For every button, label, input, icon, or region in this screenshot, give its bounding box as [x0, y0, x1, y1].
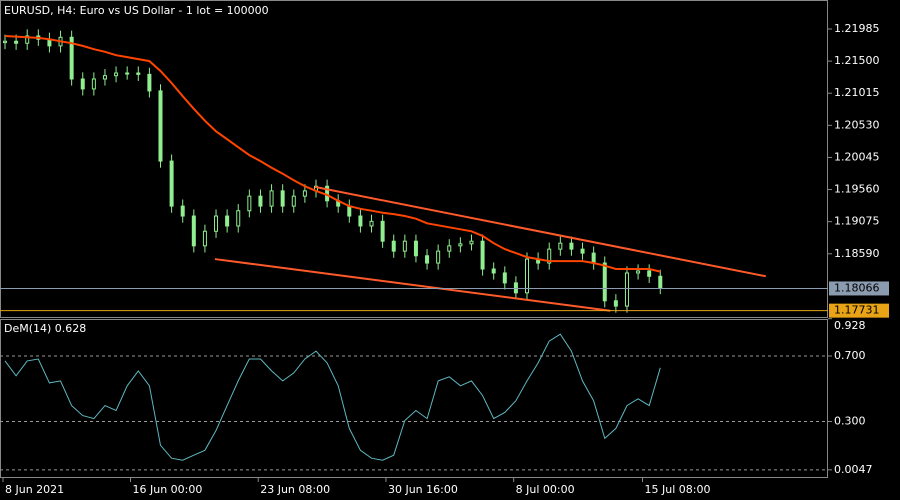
- candle-body: [658, 275, 663, 289]
- candle-body: [302, 190, 307, 197]
- candle-body: [180, 205, 185, 217]
- y-tick-label: 0.928: [834, 319, 866, 332]
- candle-body: [569, 242, 574, 250]
- candle-body: [380, 220, 385, 242]
- x-tick-label: 8 Jun 2021: [5, 483, 64, 496]
- candle-body: [80, 78, 85, 90]
- candle-body: [102, 75, 107, 80]
- y-tick-label: 0.300: [834, 415, 866, 428]
- candle-body: [502, 272, 507, 284]
- candle-body: [202, 230, 207, 247]
- candle-body: [136, 72, 141, 75]
- candle-body: [402, 240, 407, 252]
- trendline: [214, 258, 611, 312]
- y-tick-label: 1.20045: [834, 150, 880, 163]
- x-tick-label: 15 Jul 08:00: [645, 483, 711, 496]
- y-tick-label: 1.19075: [834, 215, 880, 228]
- candle-body: [413, 240, 418, 257]
- candle-body: [125, 72, 130, 75]
- candle-body: [69, 36, 74, 80]
- candle-body: [491, 268, 496, 274]
- candle-body: [469, 240, 474, 245]
- x-tick-label: 30 Jun 16:00: [388, 483, 458, 496]
- candle-body: [513, 282, 518, 294]
- candle-body: [14, 40, 19, 44]
- candle-body: [391, 240, 396, 252]
- candle-body: [25, 35, 30, 44]
- candle-body: [169, 160, 174, 207]
- candle-body: [613, 300, 618, 307]
- candle-body: [436, 250, 441, 264]
- x-tick-label: 8 Jul 00:00: [516, 483, 575, 496]
- candle-body: [2, 40, 7, 44]
- y-tick-label: 1.21015: [834, 86, 880, 99]
- y-tick-label: 1.20530: [834, 118, 880, 131]
- candle-body: [214, 215, 219, 232]
- x-tick-label: 16 Jun 00:00: [133, 483, 203, 496]
- candle-body: [647, 270, 652, 277]
- candle-body: [591, 252, 596, 264]
- indicator-panel-frame: [0, 319, 828, 478]
- indicator-title: DeM(14) 0.628: [4, 322, 86, 335]
- y-tick-label: 1.21500: [834, 54, 880, 67]
- candle-body: [247, 195, 252, 212]
- candle-body: [114, 72, 119, 77]
- y-tick-label: 1.19560: [834, 183, 880, 196]
- candle-body: [347, 205, 352, 217]
- x-tick-label: 23 Jun 08:00: [260, 483, 330, 496]
- trendline: [314, 185, 766, 278]
- candle-body: [158, 90, 163, 162]
- candle-body: [447, 245, 452, 252]
- candle-body: [191, 215, 196, 247]
- price-panel-frame: [0, 0, 828, 318]
- candle-body: [547, 248, 552, 264]
- y-tick-label: 1.18590: [834, 247, 880, 260]
- candle-body: [236, 210, 241, 227]
- candle-body: [624, 272, 629, 307]
- candle-body: [258, 195, 263, 207]
- price-label: 1.17731: [834, 304, 880, 317]
- candle-body: [147, 73, 152, 92]
- moving-average: [4, 35, 661, 273]
- candle-body: [602, 262, 607, 302]
- candle-body: [91, 78, 96, 90]
- candle-body: [580, 248, 585, 254]
- y-tick-label: 0.700: [834, 349, 866, 362]
- candle-body: [280, 190, 285, 207]
- candle-body: [636, 270, 641, 274]
- price-label-box: [829, 281, 889, 296]
- candle-body: [358, 215, 363, 227]
- candle-body: [525, 258, 530, 294]
- candle-body: [458, 243, 463, 247]
- y-tick-label: 1.21985: [834, 22, 880, 35]
- candle-body: [558, 242, 563, 250]
- candle-body: [480, 240, 485, 270]
- price-label: 1.18066: [834, 281, 880, 294]
- candle-body: [225, 215, 230, 227]
- candle-body: [425, 255, 430, 264]
- indicator-line: [4, 333, 661, 461]
- price-label-box: [829, 303, 889, 318]
- candle-body: [269, 190, 274, 207]
- chart-title: EURUSD, H4: Euro vs US Dollar - 1 lot = …: [4, 4, 269, 17]
- candle-body: [369, 220, 374, 227]
- y-tick-label: 0.0047: [834, 463, 873, 476]
- candle-body: [291, 195, 296, 207]
